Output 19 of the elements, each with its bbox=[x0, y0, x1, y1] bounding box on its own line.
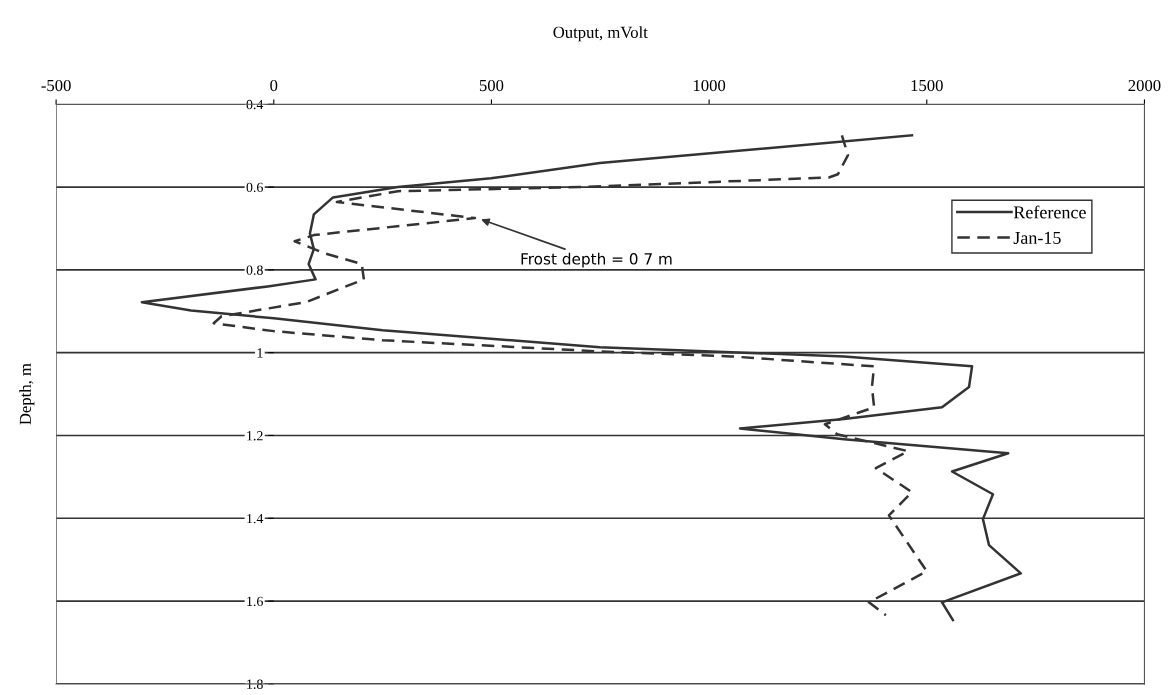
y-tick-label: 1.8 bbox=[247, 679, 263, 689]
y-tick-label: 0.6 bbox=[246, 182, 263, 193]
y-tick-label: 0.4 bbox=[246, 99, 264, 110]
x-tick-label: 1500 bbox=[911, 79, 943, 92]
x-axis-title: Output, mVolt bbox=[553, 26, 648, 42]
x-tick-label: 500 bbox=[479, 79, 504, 92]
y-tick-label: 1 bbox=[257, 348, 263, 358]
legend-label: Reference bbox=[1013, 205, 1086, 219]
y-tick-label: 1.2 bbox=[247, 431, 263, 441]
annotation: Frost depth = 0 7 m bbox=[521, 252, 672, 268]
y-tick-label: 1.6 bbox=[247, 596, 263, 607]
x-tick-label: -500 bbox=[41, 79, 71, 92]
y-tick-label: 1.4 bbox=[247, 513, 264, 524]
x-tick-label: 2000 bbox=[1128, 79, 1161, 92]
x-tick-label: 0 bbox=[270, 79, 278, 92]
legend-label: Jan-15 bbox=[1013, 231, 1061, 244]
y-tick-label: 0.8 bbox=[246, 265, 263, 275]
x-tick-label: 1000 bbox=[693, 79, 726, 92]
y-axis-title: Depth, m bbox=[19, 363, 35, 425]
